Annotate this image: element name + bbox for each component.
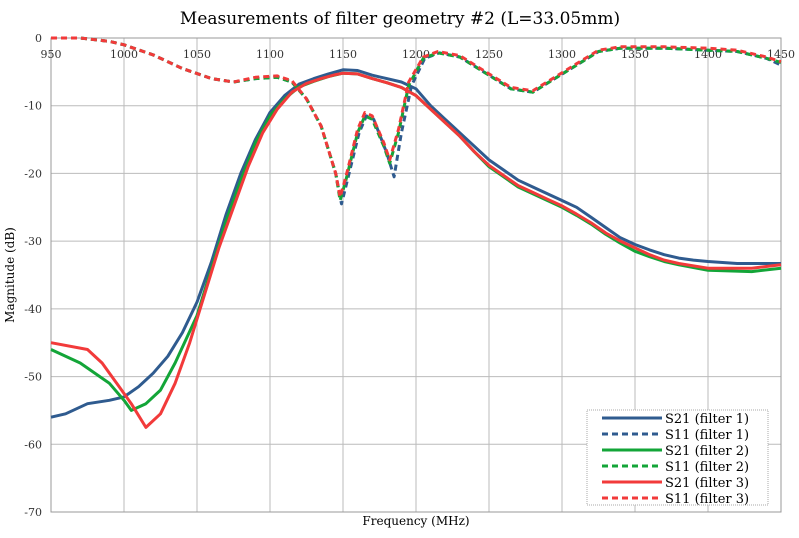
legend: S21 (filter 1)S11 (filter 1)S21 (filter … — [586, 409, 769, 507]
x-tick-label: 1450 — [767, 48, 795, 61]
legend-label: S21 (filter 3) — [665, 476, 749, 491]
x-tick-label: 1350 — [621, 48, 649, 61]
y-tick-label: -70 — [24, 506, 42, 519]
y-tick-label: -20 — [24, 167, 42, 180]
x-axis-label: Frequency (MHz) — [362, 514, 469, 528]
x-tick-label: 1150 — [329, 48, 357, 61]
x-tick-label: 1250 — [475, 48, 503, 61]
series-lines — [50, 36, 782, 429]
x-tick-label: 1000 — [110, 48, 138, 61]
y-tick-label: -40 — [24, 303, 42, 316]
y-tick-label: -10 — [24, 100, 42, 113]
legend-box — [586, 409, 769, 506]
series-line-6 — [51, 36, 782, 199]
tick-labels: 950 1000 1050 1100 1150 1200 1250 1300 1350 1400 1… — [24, 32, 795, 519]
x-tick-label: 950 — [41, 48, 62, 61]
legend-label: S21 (filter 1) — [665, 412, 749, 427]
series-line-5 — [50, 71, 782, 429]
x-tick-label: 1050 — [183, 48, 211, 61]
y-tick-label: 0 — [35, 32, 42, 45]
y-tick-label: -60 — [24, 438, 42, 451]
legend-label: S11 (filter 3) — [665, 492, 749, 507]
y-tick-label: -30 — [24, 235, 42, 248]
legend-label: S11 (filter 1) — [665, 428, 749, 443]
x-tick-label: 1300 — [548, 48, 576, 61]
grid — [50, 37, 782, 513]
y-tick-label: -50 — [24, 371, 42, 384]
chart-title: Measurements of filter geometry #2 (L=33… — [180, 9, 620, 29]
plot-frame — [50, 37, 782, 513]
legend-label: S11 (filter 2) — [665, 460, 749, 475]
legend-label: S21 (filter 2) — [665, 444, 749, 459]
series-line-1 — [50, 68, 781, 419]
x-tick-label: 1100 — [256, 48, 284, 61]
y-axis-label: Magnitude (dB) — [3, 227, 17, 323]
